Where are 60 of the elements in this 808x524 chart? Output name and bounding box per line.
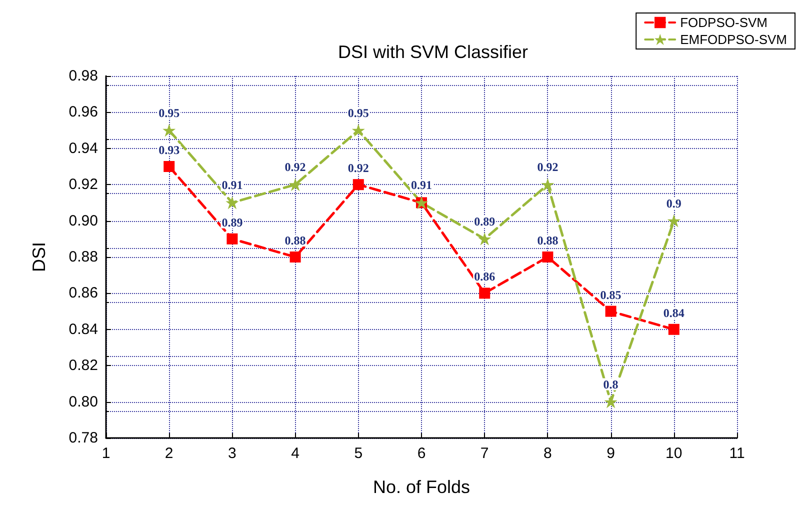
x-tick-label: 8 [544,445,552,462]
y-tick-label: 0.88 [68,248,98,266]
x-tick-label: 4 [291,445,300,462]
data-label: 0.89 [222,215,243,230]
y-tick-label: 0.86 [68,284,98,302]
point [226,196,239,210]
point [541,178,554,192]
point [352,124,365,137]
x-tick-label: 10 [666,445,682,462]
data-label: 0.91 [411,178,432,192]
point [164,161,175,172]
y-tick-label: 0.82 [68,357,98,374]
x-tick-label: 1 [102,445,110,462]
data-label: 0.93 [158,143,180,157]
y-tick-label: 0.80 [68,393,98,410]
y-tick-label: 0.90 [68,212,98,230]
data-label: 0.95 [348,106,369,120]
point [605,306,616,317]
y-tick-label: 0.78 [68,430,98,446]
x-tick-label: 9 [606,445,615,462]
point [352,179,364,190]
point [478,232,492,246]
data-label: 0.85 [600,288,622,302]
y-axis-title: DSI [29,242,49,272]
y-tick-label: 0.96 [68,104,98,121]
x-tick-label: 2 [164,445,174,462]
data-label: 0.9 [666,196,682,210]
legend-label: FODPSO-SVM [680,15,768,30]
data-label: 0.89 [474,214,496,228]
data-label: 0.84 [663,306,684,320]
point [479,288,490,299]
data-label: 0.88 [537,234,558,248]
y-tick-label: 0.84 [68,320,98,338]
y-tick-label: 0.92 [68,176,98,194]
chart-title: DSI with SVM Classifier [338,42,528,62]
point [604,395,618,408]
point [288,178,302,192]
x-axis-title: No. of Folds [372,477,470,497]
point [667,214,680,228]
point [290,252,301,262]
data-label: 0.92 [348,161,369,176]
x-tick-label: 3 [228,445,236,462]
x-tick-label: 6 [417,445,426,462]
data-label: 0.8 [603,377,618,392]
point [668,324,680,335]
data-label: 0.92 [537,160,558,174]
data-label: 0.91 [222,178,243,192]
legend-label: EMFODPSO-SVM [680,32,788,47]
x-tick-label: 11 [729,445,745,462]
point [162,124,176,137]
data-label: 0.88 [284,234,306,248]
y-tick-label: 0.94 [68,140,98,157]
y-tick-label: 0.98 [68,68,98,84]
data-label: 0.86 [474,270,496,284]
x-tick-label: 7 [480,445,489,462]
data-label: 0.92 [284,160,306,174]
point [226,233,238,244]
data-label: 0.95 [158,106,180,120]
point [542,252,554,262]
x-tick-label: 5 [354,445,363,462]
